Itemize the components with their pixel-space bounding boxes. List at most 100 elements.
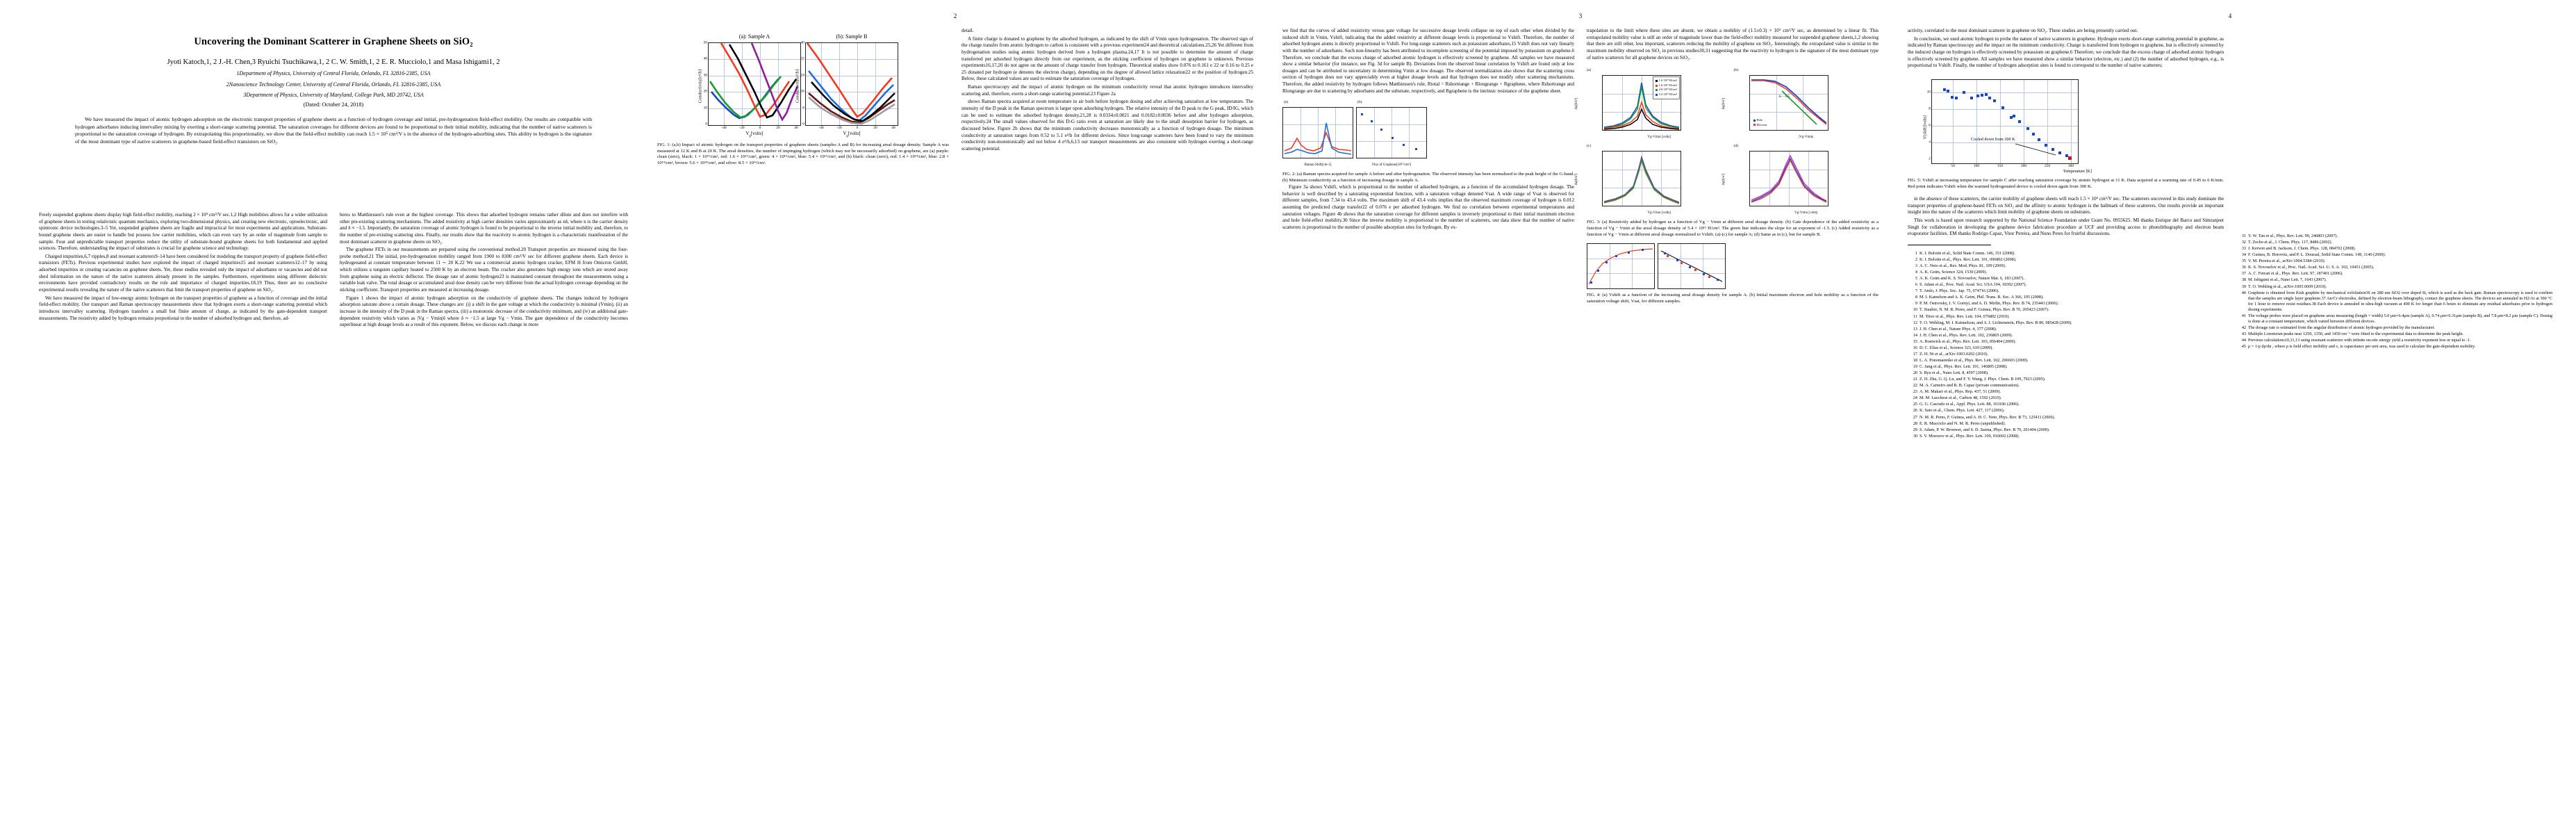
figure-5-annotation: Cooled down from 300 K	[1971, 136, 2015, 142]
figure-2: (a) Raman Shift[cm-1]	[1282, 100, 1574, 184]
panel-b-axes	[1356, 107, 1427, 159]
figure-5-caption: FIG. 5: Vshift at increasing temperature…	[1908, 178, 2224, 190]
reference-item: 26 K. Sato et al., Chem. Phys. Lett. 427,…	[1913, 408, 2005, 414]
panel-b-label: (b)	[1733, 68, 1739, 73]
affiliation-1: 1Department of Physics, University of Ce…	[236, 70, 431, 77]
abstract: We have measured the impact of atomic hy…	[75, 115, 592, 145]
page-title: Uncovering the Dominant Scatterer in Gra…	[194, 36, 473, 47]
reference-item: 35 V. M. Pereira et al., arXiv:1004.5384 …	[2241, 259, 2326, 264]
reference-item: 2 K. I. Bolotin et al., Phys. Rev. Lett. …	[1915, 256, 2017, 262]
page2-column-1: (a): Sample A Conductivity[e²/h] 50 40 3…	[657, 28, 949, 167]
panel-b-xlabel: |Vg-Vmin|	[1799, 136, 1814, 140]
reference-item: 29 S. Adam, P. W. Brouwer, and S. D. Sarm…	[1913, 427, 2050, 432]
dated-line: (Dated: October 24, 2018)	[303, 101, 364, 108]
legend-swatch	[1753, 124, 1756, 126]
panel-d-ylabel: Δρ[h/e²]	[1722, 173, 1726, 186]
paragraph: This work is based upon research support…	[1908, 217, 2224, 237]
reference-item: 5 A. K. Geim and K. S. Novoselov, Nature …	[1915, 276, 2024, 281]
panel-a-xlabel: Raman Shift[cm-1]	[1304, 163, 1332, 167]
figure-3-panel-a: (a) Δρ[h/e²]	[1575, 67, 1732, 140]
figure-1-caption: FIG. 1: (a,b) Impact of atomic hydrogen …	[657, 142, 949, 166]
figure-4-panel-a	[1587, 243, 1655, 290]
page2-column-2: detail. A finite charge is donated to gr…	[961, 28, 1253, 167]
panel-b-legend: Hole Electron	[1751, 116, 1769, 129]
figure-2-panel-a: (a) Raman Shift[cm-1]	[1282, 100, 1353, 168]
panel-c-axes	[1602, 151, 1681, 206]
panel-b-axes: δ~ −1.5 Hole Electron	[1749, 75, 1828, 131]
figure-3: (a) Δρ[h/e²]	[1575, 67, 1879, 238]
legend-label: Electron	[1756, 122, 1767, 126]
page-number: 4	[2228, 13, 2232, 19]
legend-swatch	[1655, 93, 1658, 96]
panel-a-axes	[1282, 107, 1353, 159]
reference-item: 28 E. R. Mucciolo and N. M. R. Peres (unp…	[1913, 420, 2006, 426]
paragraph: Figure 3a shows Vshift, which is proport…	[1282, 183, 1574, 230]
panel-a-title: (a): Sample A	[738, 33, 770, 40]
figure-1-panel-a: (a): Sample A Conductivity[e²/h] 50 40 3…	[698, 33, 801, 139]
reference-item: 31 Y. W. Tan et al., Phys. Rev. Lett. 99,…	[2241, 234, 2338, 238]
panel-c-xlabel: Vg-Vmin [volts]	[1647, 211, 1671, 215]
figure-5-axes: 10 8 6 4 2	[1927, 79, 2079, 168]
panel-d-label: (d)	[1733, 144, 1739, 148]
reference-item: 23 A. M. Makari et al., Phys. Rep. 437, 5…	[1913, 389, 2001, 395]
reference-item: 22 M. A. Carneiro and R. B. Capaz (privat…	[1913, 383, 2020, 389]
reference-item: 27 N. M. R. Peres, F. Guinea, and A. H. C…	[1913, 414, 2056, 420]
reference-item: 10 T. Stauber, N. M. R. Peres, and F. Gui…	[1913, 307, 2049, 313]
panel-c-label: (c)	[1587, 144, 1592, 148]
paragraph: detail.	[961, 28, 974, 33]
paragraph: trapolation to the limit where these sit…	[1587, 28, 1879, 60]
panel-b-title: (b): Sample B	[836, 33, 868, 40]
author-list: Jyoti Katoch,1, 2 J.-H. Chen,3 Ryuichi T…	[167, 58, 500, 66]
page-2: 2 (a): Sample A Conductivity[e²/h]	[646, 0, 1264, 834]
paragraph: Raman spectroscopy and the impact of ato…	[961, 84, 1253, 97]
legend-label: 5.4·10¹⁵ H/cm²	[1658, 92, 1677, 97]
reference-item: 17 Z. H. Ni et al., arXiv:1003.0202 (2010…	[1913, 351, 1988, 357]
paragraph: The graphene FETs in our measurements ar…	[340, 247, 628, 293]
panel-a-label: (a)	[1587, 68, 1592, 73]
panel-a-ylabel: Δρ[h/e²]	[1574, 97, 1578, 110]
panel-c-ylabel: Δρ[h/e²]	[1574, 173, 1578, 186]
figure-5-xlabel: Temperature [K]	[2063, 168, 2092, 174]
figure-4-caption: FIG. 4: (a) Vshift as a function of the …	[1587, 293, 1879, 304]
reference-item: 4 A. K. Geim, Science 324, 1530 (2009).	[1915, 270, 1988, 275]
figure-2-caption: FIG. 2: (a) Raman spectra acquired for s…	[1282, 172, 1574, 183]
reference-item: 32 T. Zecho et al., J. Chem. Phys. 117, 8…	[2241, 240, 2333, 245]
reference-item: 33 J. Kerwin and B. Jackson, J. Chem. Phy…	[2241, 246, 2356, 252]
page-4: 4 activity, correlated to the most domin…	[1897, 0, 2563, 834]
page-3: 3 we find that the curves of added resis…	[1271, 0, 1890, 834]
paragraph: we find that the curves of added resisti…	[1282, 28, 1574, 94]
panel-a-xlabel: Vg-Vmin [volts]	[1647, 136, 1671, 140]
legend-swatch	[1655, 80, 1658, 82]
reference-item: 30 S. V. Morozov et al., Phys. Rev. Lett.…	[1913, 433, 2020, 439]
panel-d-axes	[1749, 151, 1828, 206]
reference-item: 34 F. Guinea, B. Horovitz, and P. L. Dous…	[2241, 252, 2386, 258]
reference-item: 20 S. Ryu et al., Nano Lett. 8, 4597 (200…	[1913, 370, 1989, 376]
reference-item: 44 Previous calculations10,11,13 using re…	[2241, 338, 2471, 343]
reference-item: 41 The voltage probes were placed on grap…	[2241, 313, 2552, 324]
page4-column-1: activity, correlated to the most dominan…	[1908, 28, 2224, 440]
page3-column-2: trapolation to the limit where these sit…	[1575, 28, 1879, 305]
reference-item: 42 The dosage rate is estimated from the …	[2241, 325, 2436, 330]
figure-4: FIG. 4: (a) Vshift as a function of the …	[1587, 243, 1879, 305]
reference-item: 36 K. S. Novoselov et al., Proc. Natl. Ac…	[2241, 265, 2375, 270]
reference-item: 45 μ = 1/ρ dρ/dn , where ρ is field effec…	[2241, 344, 2476, 350]
panel-a-xlabel: Vg[volts]	[745, 131, 763, 138]
figure-3-panel-b: (b) Δρ[h/e²] δ~ −1.5	[1722, 67, 1879, 140]
reference-item: 15 A. Bostwick et al., Phys. Rev. Lett. 1…	[1913, 338, 2016, 344]
reference-item: 37 A. C. Ferrari et al., Phys. Rev. Lett.…	[2241, 271, 2343, 277]
panel-d-xlabel: Vg-Vmin [volts]	[1794, 211, 1818, 215]
figure-3-panel-c: (c) Δρ[h/e²] Vg-V	[1575, 142, 1732, 216]
reference-item: 13 J. H. Chen et al., Nature Phys. 4, 377…	[1913, 326, 1997, 332]
reference-item: 14 J. H. Chen et al., Phys. Rev. Lett. 10…	[1913, 332, 2013, 338]
reference-item: 38 M. Ishigami et al., Nano Lett. 7, 1643…	[2241, 277, 2327, 283]
reference-item: 40 Graphene is obtained from Kish graphit…	[2241, 290, 2552, 312]
figure-5-panel: V[shift][volts] 10 8 6 4 2	[1923, 79, 2224, 174]
reference-item: 18 L. A. Ponomarenko et al., Phys. Rev. L…	[1913, 357, 2029, 363]
reference-item: 11 M. Titov et al., Phys. Rev. Lett. 104,…	[1913, 313, 2010, 319]
reference-item: 12 T. O. Wehling, M. I. Katsnelson, and A…	[1913, 320, 2072, 325]
panel-b-axes: 40 32 24 16 8 0	[801, 40, 898, 130]
page-number: 3	[1578, 13, 1583, 19]
reference-item: 39 T. O. Wehling et al., arXiv:1003.0609 …	[2241, 284, 2327, 289]
page1-column-2: heres to Matthiessen's rule even at the …	[340, 212, 628, 330]
